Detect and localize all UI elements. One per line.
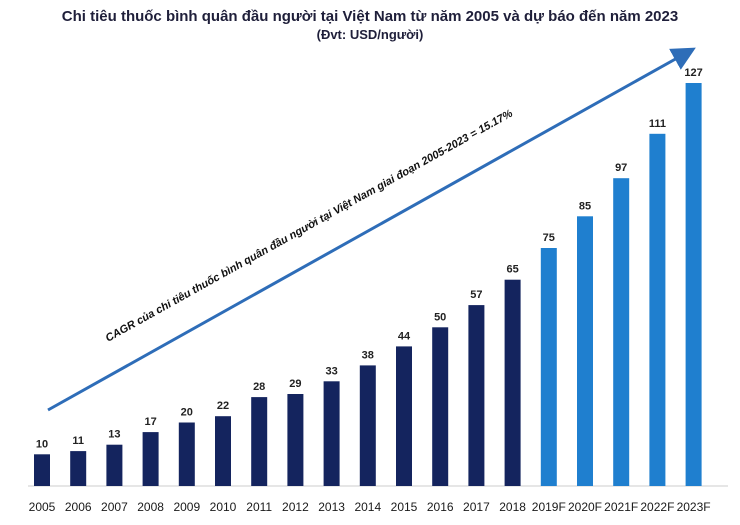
x-tick-2012: 2012 (282, 500, 309, 514)
bar-2008 (142, 432, 159, 486)
x-tick-2008: 2008 (137, 500, 164, 514)
x-tick-2010: 2010 (210, 500, 237, 514)
x-tick-2005: 2005 (29, 500, 56, 514)
bar-2014 (359, 365, 376, 486)
bar-2009 (178, 422, 195, 486)
value-label-2016: 50 (434, 311, 446, 323)
x-tick-2006: 2006 (65, 500, 92, 514)
bar-2005 (34, 454, 50, 486)
value-label-2020F: 85 (579, 200, 591, 212)
value-label-2005: 10 (36, 438, 48, 450)
bar-2012 (287, 394, 304, 486)
value-label-2014: 38 (362, 349, 374, 361)
bar-2020F (577, 216, 593, 487)
bar-2007 (106, 444, 123, 486)
x-tick-2009: 2009 (173, 500, 200, 514)
x-tick-2011: 2011 (246, 500, 272, 514)
x-tick-2019F: 2019F (532, 500, 566, 514)
x-tick-2013: 2013 (318, 500, 345, 514)
value-label-2023F: 127 (684, 67, 702, 79)
bar-2011 (251, 397, 268, 486)
value-label-2018: 65 (506, 264, 518, 276)
value-label-2010: 22 (217, 400, 229, 412)
value-label-2009: 20 (181, 407, 193, 419)
bar-2015 (396, 346, 412, 486)
bar-2013 (323, 381, 340, 486)
value-label-2013: 33 (325, 365, 337, 377)
value-label-2012: 29 (289, 378, 301, 390)
x-tick-2016: 2016 (427, 500, 454, 514)
bar-2006 (70, 451, 87, 486)
x-tick-2018: 2018 (499, 500, 526, 514)
value-label-2015: 44 (398, 330, 411, 342)
bar-2017 (468, 305, 485, 486)
chart-title: Chi tiêu thuốc bình quân đầu người tại V… (61, 8, 679, 25)
bar-2023F (685, 83, 702, 486)
value-label-2011: 28 (253, 381, 265, 393)
value-label-2019F: 75 (543, 232, 555, 244)
value-label-2022F: 111 (649, 118, 666, 130)
value-label-2021F: 97 (615, 162, 627, 174)
x-tick-2021F: 2021F (604, 500, 638, 514)
bar-2021F (613, 178, 630, 486)
bar-2019F (540, 248, 557, 486)
x-tick-2022F: 2022F (640, 500, 674, 514)
chart-subtitle: (Đvt: USD/người) (316, 27, 424, 42)
x-tick-2015: 2015 (391, 500, 418, 514)
value-label-2007: 13 (108, 429, 120, 441)
bar-2010 (215, 416, 231, 486)
value-label-2006: 11 (72, 435, 84, 447)
cagr-annotation: CAGR của chi tiêu thuốc bình quân đầu ng… (104, 107, 515, 344)
value-label-2008: 17 (144, 416, 156, 428)
bar-2022F (649, 133, 666, 487)
x-tick-2014: 2014 (354, 500, 381, 514)
cagr-arrow (47, 47, 696, 412)
value-label-2017: 57 (470, 289, 482, 301)
bar-2016 (432, 327, 449, 486)
bar-2018 (504, 279, 521, 486)
x-tick-2017: 2017 (463, 500, 490, 514)
x-tick-2020F: 2020F (568, 500, 602, 514)
x-tick-2023F: 2023F (677, 500, 711, 514)
x-tick-2007: 2007 (101, 500, 128, 514)
